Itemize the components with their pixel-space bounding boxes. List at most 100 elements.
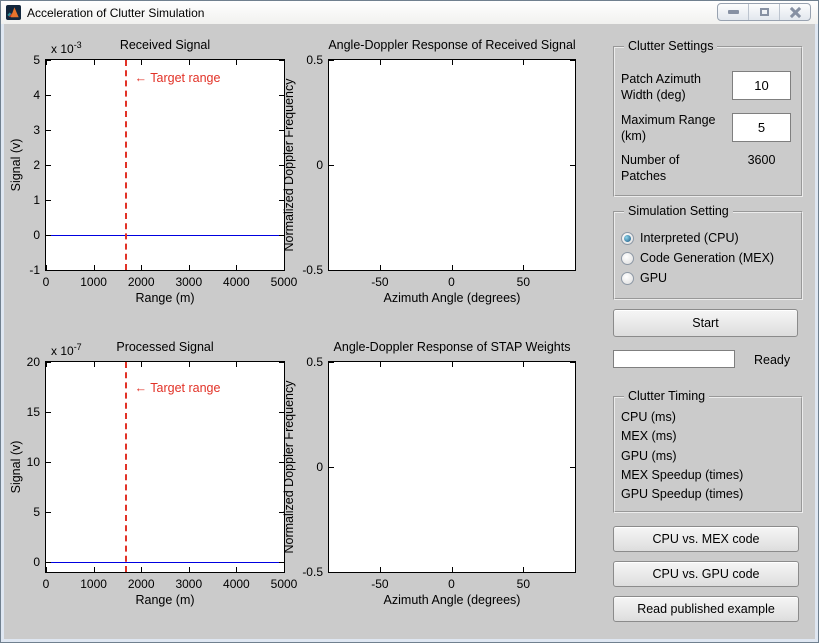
x-tick-label: 50 bbox=[516, 577, 531, 591]
tick-mark bbox=[329, 572, 334, 573]
start-button[interactable]: Start bbox=[613, 309, 798, 337]
x-tick-label: -50 bbox=[371, 275, 389, 289]
y-axis-exponent: x 10-3 bbox=[51, 40, 82, 56]
cpu-vs-gpu-button[interactable]: CPU vs. GPU code bbox=[613, 561, 799, 587]
title-bar[interactable]: Acceleration of Clutter Simulation bbox=[1, 1, 818, 24]
close-button[interactable] bbox=[780, 4, 810, 20]
tick-mark bbox=[188, 60, 190, 65]
x-tick-label: 0 bbox=[42, 275, 50, 289]
radio-button-icon bbox=[621, 271, 634, 285]
plot-title: Angle-Doppler Response of Received Signa… bbox=[328, 38, 576, 52]
tick-mark bbox=[329, 362, 334, 363]
restore-button[interactable] bbox=[749, 4, 780, 20]
tick-mark bbox=[46, 165, 51, 166]
tick-mark bbox=[236, 265, 238, 270]
x-tick-label: 3000 bbox=[175, 275, 203, 289]
x-tick-label: 0 bbox=[448, 577, 455, 591]
tick-mark bbox=[523, 265, 525, 270]
restore-icon bbox=[759, 8, 769, 16]
tick-mark bbox=[188, 362, 190, 367]
radio-interpreted-cpu[interactable]: Interpreted (CPU) bbox=[621, 231, 739, 245]
read-published-example-button[interactable]: Read published example bbox=[613, 596, 799, 622]
tick-mark bbox=[46, 362, 47, 367]
tick-mark bbox=[46, 60, 47, 65]
target-range-annotation: ← Target range bbox=[134, 70, 221, 85]
tick-mark bbox=[141, 362, 143, 367]
tick-mark bbox=[93, 567, 95, 572]
plot-title: Angle-Doppler Response of STAP Weights bbox=[333, 340, 571, 354]
tick-mark bbox=[279, 60, 284, 61]
tick-mark bbox=[379, 60, 381, 65]
tick-mark bbox=[279, 362, 284, 363]
y-tick-label: 5 bbox=[33, 504, 40, 519]
tick-mark bbox=[141, 265, 143, 270]
radio-button-icon bbox=[621, 231, 634, 245]
window-title: Acceleration of Clutter Simulation bbox=[27, 5, 205, 20]
status-field[interactable] bbox=[613, 350, 735, 368]
tick-mark bbox=[188, 567, 190, 572]
radio-label: GPU bbox=[640, 271, 668, 285]
x-axis-label: Azimuth Angle (degrees) bbox=[383, 291, 521, 305]
tick-mark bbox=[523, 362, 525, 367]
y-tick-label: 0 bbox=[33, 554, 40, 569]
y-tick-label: -0.5 bbox=[302, 565, 323, 579]
matlab-icon bbox=[6, 5, 21, 20]
clutter-timing-group: Clutter Timing bbox=[613, 389, 803, 513]
mex-speedup-label: MEX Speedup (times) bbox=[621, 468, 744, 482]
clutter-timing-legend: Clutter Timing bbox=[624, 389, 710, 403]
tick-mark bbox=[46, 567, 47, 572]
x-tick-label: 2000 bbox=[127, 275, 155, 289]
cpu-ms-label: CPU (ms) bbox=[621, 410, 676, 424]
y-tick-label: -0.5 bbox=[302, 263, 323, 277]
tick-mark bbox=[570, 362, 575, 363]
tick-mark bbox=[46, 270, 51, 271]
radio-gpu[interactable]: GPU bbox=[621, 271, 667, 285]
y-tick-label: -1 bbox=[29, 263, 40, 277]
tick-mark bbox=[279, 234, 284, 236]
y-tick-label: 3 bbox=[33, 122, 40, 137]
x-tick-label: 4000 bbox=[223, 275, 250, 289]
tick-mark bbox=[284, 60, 285, 65]
x-tick-label: 5000 bbox=[270, 275, 298, 289]
tick-mark bbox=[379, 567, 381, 572]
radio-label: Interpreted (CPU) bbox=[640, 231, 739, 245]
minimize-button[interactable] bbox=[718, 4, 749, 20]
tick-mark bbox=[570, 270, 575, 271]
tick-mark bbox=[279, 129, 284, 131]
tick-mark bbox=[93, 265, 95, 270]
plot-title: Received Signal bbox=[119, 38, 211, 52]
angle-doppler-stap-plot: Angle-Doppler Response of STAP Weights N… bbox=[282, 340, 576, 607]
cpu-vs-mex-button[interactable]: CPU vs. MEX code bbox=[613, 526, 799, 552]
ready-label: Ready bbox=[754, 353, 791, 367]
y-tick-label: 0 bbox=[316, 460, 323, 474]
x-tick-label: 1000 bbox=[80, 577, 107, 591]
tick-mark bbox=[188, 265, 190, 270]
patch-azimuth-label: Patch Azimuth Width (deg) bbox=[621, 72, 701, 103]
x-tick-label: 2000 bbox=[127, 577, 155, 591]
x-axis-label: Range (m) bbox=[135, 593, 195, 607]
target-range-line bbox=[124, 60, 127, 270]
tick-mark bbox=[451, 362, 453, 367]
tick-mark bbox=[279, 411, 284, 413]
radio-code-generation-mex[interactable]: Code Generation (MEX) bbox=[621, 251, 774, 265]
received-signal-plot: Received Signal x 10-3 Signal (v) 5 4 3 … bbox=[9, 38, 297, 305]
simulation-setting-group: Simulation Setting bbox=[613, 204, 803, 300]
x-tick-label: 3000 bbox=[175, 577, 203, 591]
patch-azimuth-input[interactable] bbox=[732, 71, 791, 100]
x-tick-label: 1000 bbox=[80, 275, 107, 289]
gpu-speedup-label: GPU Speedup (times) bbox=[621, 487, 744, 501]
y-tick-label: 10 bbox=[26, 454, 40, 469]
y-tick-label: 0 bbox=[316, 158, 323, 172]
tick-mark bbox=[46, 60, 51, 61]
max-range-input[interactable] bbox=[732, 113, 791, 142]
x-axis-label: Azimuth Angle (degrees) bbox=[383, 593, 521, 607]
tick-mark bbox=[329, 467, 334, 468]
tick-mark bbox=[451, 567, 453, 572]
x-tick-label: 4000 bbox=[223, 577, 250, 591]
tick-mark bbox=[279, 561, 284, 563]
close-icon bbox=[789, 7, 802, 18]
num-patches-label: Number of Patches bbox=[621, 153, 680, 184]
y-axis-label: Signal (v) bbox=[9, 440, 23, 494]
mex-ms-label: MEX (ms) bbox=[621, 429, 677, 443]
